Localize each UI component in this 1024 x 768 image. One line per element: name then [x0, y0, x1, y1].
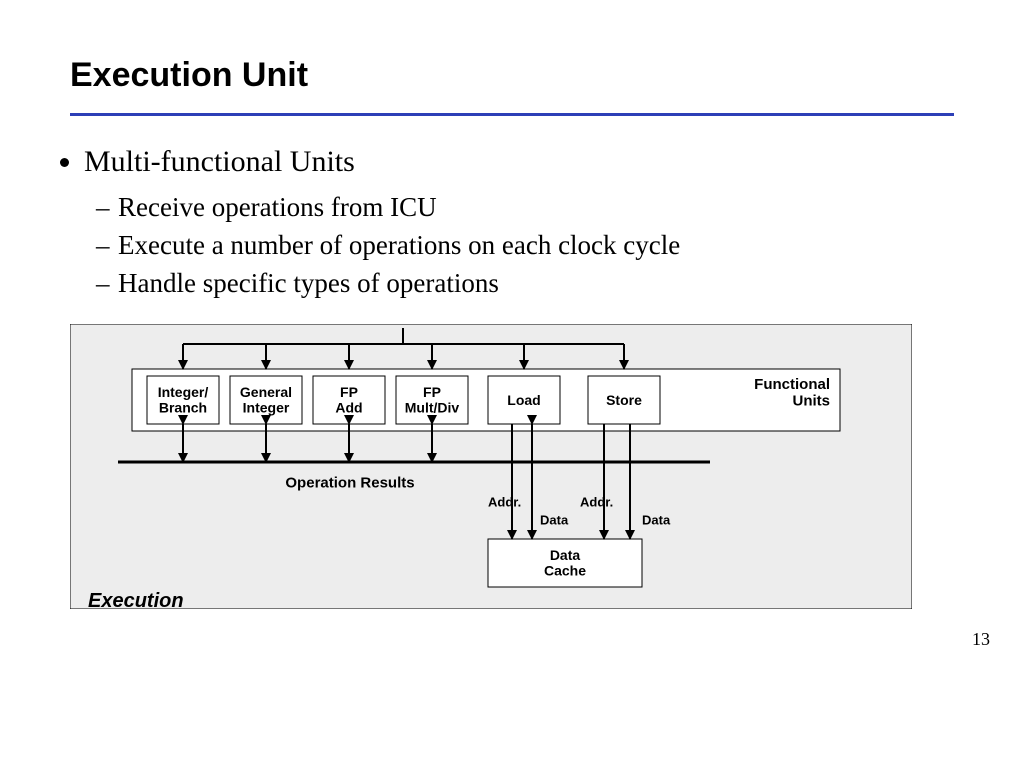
sub-bullet-1: Receive operations from ICU: [118, 189, 954, 225]
svg-text:GeneralInteger: GeneralInteger: [240, 384, 292, 416]
svg-text:Data: Data: [540, 512, 569, 527]
svg-text:Integer/Branch: Integer/Branch: [158, 384, 209, 416]
svg-text:Load: Load: [507, 392, 540, 408]
svg-text:DataCache: DataCache: [544, 547, 586, 579]
execution-unit-diagram: FunctionalUnitsInteger/BranchGeneralInte…: [70, 324, 954, 614]
svg-text:Addr.: Addr.: [580, 494, 613, 509]
svg-text:Operation Results: Operation Results: [285, 474, 414, 491]
svg-text:Execution: Execution: [88, 590, 184, 609]
svg-text:Data: Data: [642, 512, 671, 527]
bullet-list-lvl2: Receive operations from ICUExecute a num…: [118, 189, 954, 302]
bullet-list-lvl1: Multi-functional Units Receive operation…: [84, 142, 954, 302]
bullet-1-text: Multi-functional Units: [84, 145, 355, 178]
svg-text:Addr.: Addr.: [488, 494, 521, 509]
sub-bullet-3: Handle specific types of operations: [118, 265, 954, 301]
page-number: 13: [972, 629, 990, 650]
slide-title: Execution Unit: [70, 56, 954, 95]
svg-text:Store: Store: [606, 392, 642, 408]
sub-bullet-2: Execute a number of operations on each c…: [118, 227, 954, 263]
title-rule: [70, 113, 954, 116]
bullet-1: Multi-functional Units Receive operation…: [84, 142, 954, 302]
